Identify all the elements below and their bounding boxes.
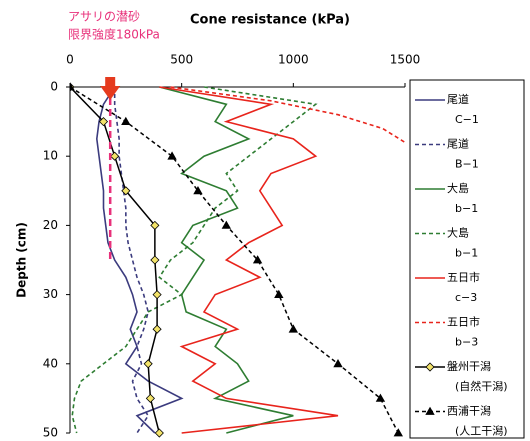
series-line <box>95 86 184 434</box>
marker <box>252 255 263 264</box>
legend-label: 五日市 <box>447 315 480 329</box>
series-line <box>159 86 294 434</box>
chart-title: Cone resistance (kPa) <box>190 13 350 28</box>
legend-label-2: b−1 <box>455 202 478 215</box>
legend-label: 尾道 <box>447 137 469 151</box>
legend-box <box>409 79 525 439</box>
marker <box>333 358 343 368</box>
marker <box>152 290 162 300</box>
marker <box>121 116 131 125</box>
marker <box>274 289 284 299</box>
legend-label-2: B−1 <box>455 158 479 171</box>
legend-label: 尾道 <box>447 92 469 106</box>
marker <box>98 117 109 127</box>
marker <box>110 151 120 161</box>
marker <box>193 185 203 195</box>
legend-label: 大島 <box>447 226 469 240</box>
y-tick-label: 40 <box>43 356 58 370</box>
marker <box>70 82 75 91</box>
marker <box>150 220 160 230</box>
x-tick-label: 1000 <box>278 53 309 67</box>
marker <box>221 220 232 229</box>
arrow-shaft <box>105 77 116 87</box>
x-tick-label: 500 <box>170 53 193 67</box>
legend-marker <box>425 362 435 372</box>
series-line <box>159 86 339 434</box>
marker <box>150 255 160 265</box>
annotation-text: アサリの潜砂 <box>68 10 140 24</box>
plot <box>70 82 406 438</box>
legend-label: 西浦干潟 <box>447 405 491 418</box>
legend-label: 五日市 <box>447 270 480 284</box>
legend-label-2: c−3 <box>455 291 477 304</box>
y-tick-label: 0 <box>50 80 58 94</box>
y-tick-label: 30 <box>43 287 58 301</box>
y-tick-label: 50 <box>43 426 58 440</box>
legend-label-2: C−1 <box>455 113 479 126</box>
marker <box>154 428 164 438</box>
y-axis-label: Depth (cm) <box>15 222 29 298</box>
marker <box>167 151 177 160</box>
y-tick-label: 20 <box>43 218 58 232</box>
marker <box>393 428 403 437</box>
series-line <box>113 87 150 434</box>
marker <box>375 393 386 402</box>
annotation-text: 限界強度180kPa <box>68 27 160 42</box>
legend-label-2: b−3 <box>455 336 478 349</box>
marker <box>152 324 162 334</box>
legend-label: 大島 <box>447 181 469 195</box>
x-tick-label: 0 <box>66 53 74 67</box>
series-line <box>170 86 406 144</box>
series-line <box>71 86 318 434</box>
x-tick-label: 1500 <box>390 53 421 67</box>
marker <box>121 186 131 196</box>
marker <box>143 359 153 369</box>
arrow-head <box>100 86 121 100</box>
marker <box>288 324 299 333</box>
legend-label-2: (人工干潟) <box>455 425 508 438</box>
legend-label-2: b−1 <box>455 247 478 260</box>
y-tick-label: 10 <box>43 149 58 163</box>
legend-label-2: (自然干潟) <box>455 379 508 393</box>
legend-label: 盤州干潟 <box>447 360 491 373</box>
legend-marker <box>425 406 435 415</box>
marker <box>145 393 155 403</box>
